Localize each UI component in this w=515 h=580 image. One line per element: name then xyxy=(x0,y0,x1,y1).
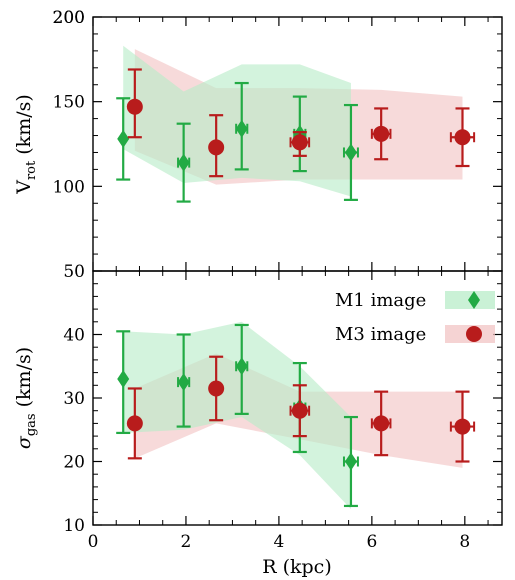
y-tick-label: 150 xyxy=(53,93,85,113)
panel-bottom-gas-dispersion: 10 20 30 40 0 2 4 6 8 xyxy=(63,270,503,552)
y-axis-label: Vrot (km/s) xyxy=(13,94,39,195)
data-point-m3-image xyxy=(373,415,390,432)
data-point-m1-image xyxy=(177,153,190,172)
x-tick-label: 0 xyxy=(88,532,99,552)
data-point-m1-image xyxy=(177,373,190,392)
data-point-m3-image xyxy=(291,402,308,419)
legend-label: M1 image xyxy=(335,290,426,311)
data-point-m3-image xyxy=(291,134,308,151)
legend-marker xyxy=(466,326,482,342)
legend-marker xyxy=(468,291,480,309)
data-point-m3-image xyxy=(208,139,225,156)
data-point-m1-image xyxy=(235,119,248,138)
data-point-m3-image xyxy=(454,129,471,146)
data-point-m3-image xyxy=(373,125,390,142)
data-point-m3-image xyxy=(126,98,143,115)
data-point-m1-image xyxy=(235,357,248,376)
axis-labels: Vrot (km/s) σgas (km/s) R (kpc) xyxy=(13,94,332,578)
data-point-m1-image xyxy=(117,369,130,388)
x-tick-label: 2 xyxy=(181,532,192,552)
y-tick-label: 50 xyxy=(63,262,85,282)
legend-entry-m1-image: M1 image xyxy=(335,290,495,311)
data-point-m1-image xyxy=(344,143,357,162)
y-tick-label: 200 xyxy=(53,8,85,28)
x-axis-label: R (kpc) xyxy=(262,556,332,578)
band-m1-image xyxy=(123,321,351,510)
band-m1-image xyxy=(123,45,351,197)
legend-entry-m3-image: M3 image xyxy=(335,324,495,345)
y-tick-label: 100 xyxy=(53,177,85,197)
data-point-m3-image xyxy=(126,415,143,432)
y-axis-label: σgas (km/s) xyxy=(13,347,39,449)
legend-label: M3 image xyxy=(335,324,426,345)
y-tick-label: 40 xyxy=(63,326,85,346)
data-point-m1-image xyxy=(117,129,130,148)
data-point-m3-image xyxy=(454,418,471,435)
x-tick-label: 6 xyxy=(366,532,377,552)
y-tick-label: 30 xyxy=(63,389,85,409)
y-tick-label: 20 xyxy=(63,453,85,473)
data-point-m1-image xyxy=(344,452,357,471)
x-tick-label: 4 xyxy=(273,532,284,552)
y-tick-label: 200 xyxy=(53,8,85,28)
legend: M1 image M3 image xyxy=(335,290,495,345)
y-tick-label: 10 xyxy=(63,516,85,536)
data-point-m3-image xyxy=(208,380,225,397)
x-tick-label: 8 xyxy=(459,532,470,552)
